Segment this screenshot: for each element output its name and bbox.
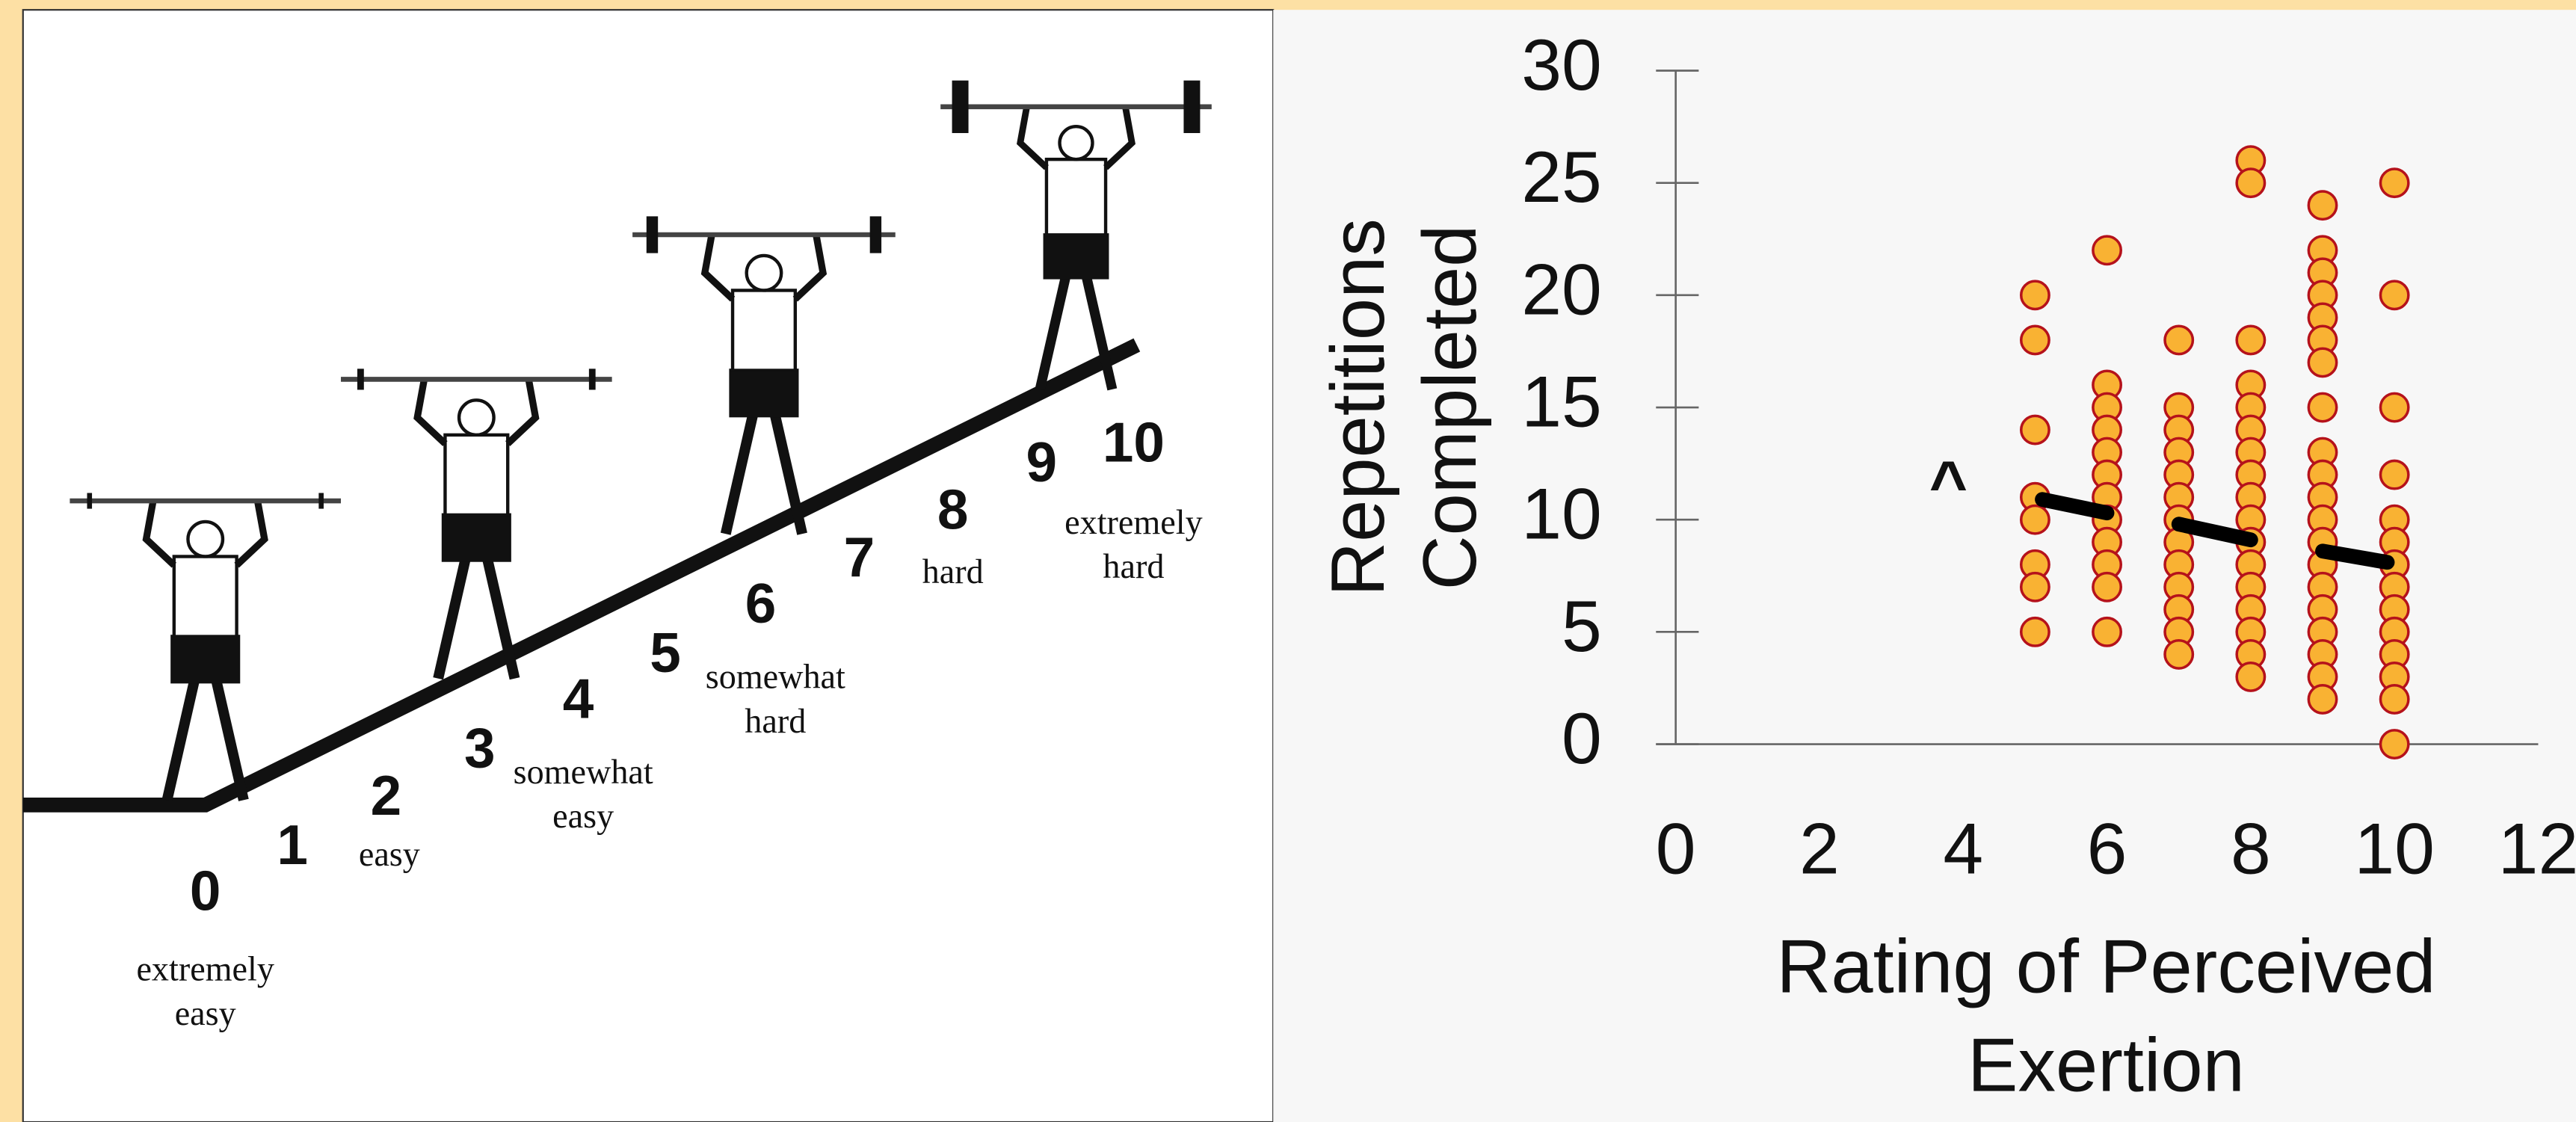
rpe-number: 7 bbox=[844, 525, 875, 588]
rpe-number: 10 bbox=[1103, 410, 1165, 473]
head bbox=[188, 522, 223, 557]
data-point bbox=[2093, 618, 2121, 646]
data-point bbox=[2165, 641, 2193, 668]
data-point bbox=[2165, 326, 2193, 354]
rpe-descriptor: extremely bbox=[136, 950, 274, 988]
rpe-descriptor: somewhat bbox=[514, 753, 653, 791]
rpe-number: 5 bbox=[650, 621, 681, 684]
x-axis-title: Rating of Perceived bbox=[1776, 925, 2435, 1009]
rpe-descriptor: easy bbox=[359, 835, 420, 873]
x-tick-label: 10 bbox=[2354, 808, 2435, 889]
data-point bbox=[2380, 685, 2408, 713]
data-point bbox=[2380, 730, 2408, 758]
x-tick-label: 6 bbox=[2087, 808, 2127, 889]
data-point bbox=[2093, 573, 2121, 601]
rpe-number: 4 bbox=[563, 667, 594, 730]
data-point bbox=[2308, 348, 2336, 376]
plate bbox=[1183, 81, 1200, 133]
data-point bbox=[2021, 326, 2049, 354]
rpe-number: 6 bbox=[745, 572, 777, 635]
plate bbox=[589, 369, 596, 389]
data-point bbox=[2380, 169, 2408, 197]
y-tick-label: 5 bbox=[1562, 586, 1602, 667]
y-axis-title: Completed bbox=[1408, 225, 1492, 591]
y-tick-label: 20 bbox=[1521, 249, 1602, 330]
data-point bbox=[2237, 326, 2264, 354]
head bbox=[459, 400, 494, 435]
shorts bbox=[729, 369, 798, 417]
y-axis-title: Repetitions bbox=[1316, 218, 1400, 597]
x-tick-label: 8 bbox=[2231, 808, 2271, 889]
rpe-number: 0 bbox=[190, 859, 221, 922]
x-axis-title: Exertion bbox=[1968, 1023, 2245, 1108]
data-point bbox=[2237, 663, 2264, 691]
data-point bbox=[2237, 169, 2264, 197]
y-tick-label: 0 bbox=[1562, 698, 1602, 779]
head bbox=[1060, 126, 1093, 159]
x-tick-label: 12 bbox=[2498, 808, 2576, 889]
annotation: ^ bbox=[1929, 447, 1968, 521]
rpe-descriptor: extremely bbox=[1064, 503, 1202, 541]
plate bbox=[318, 493, 324, 508]
x-tick-label: 0 bbox=[1656, 808, 1696, 889]
data-point bbox=[2308, 685, 2336, 713]
rpe-number: 8 bbox=[937, 478, 969, 541]
torso bbox=[174, 556, 237, 636]
data-point bbox=[2308, 191, 2336, 219]
shorts bbox=[1044, 233, 1109, 280]
data-point bbox=[2380, 393, 2408, 421]
shorts bbox=[170, 635, 240, 683]
head bbox=[747, 256, 782, 291]
rpe-descriptor: hard bbox=[745, 702, 806, 740]
shorts bbox=[442, 514, 511, 562]
plate bbox=[647, 216, 658, 253]
data-point bbox=[2380, 460, 2408, 488]
x-tick-label: 2 bbox=[1799, 808, 1840, 889]
y-tick-label: 30 bbox=[1521, 25, 1602, 105]
y-tick-label: 10 bbox=[1521, 474, 1602, 555]
plate bbox=[952, 81, 969, 133]
data-point bbox=[2021, 573, 2049, 601]
page: {"rpe_scale":[ {"number":"0","descriptor… bbox=[0, 0, 2576, 1122]
slide: 0extremelyeasy12easy34somewhateasy56some… bbox=[0, 0, 2576, 1122]
torso bbox=[1047, 159, 1106, 235]
plate bbox=[87, 493, 92, 508]
rpe-descriptor: hard bbox=[922, 552, 984, 591]
y-tick-label: 25 bbox=[1521, 137, 1602, 218]
rpe-number: 3 bbox=[464, 716, 496, 779]
x-tick-label: 4 bbox=[1943, 808, 1983, 889]
rpe-descriptor: hard bbox=[1103, 547, 1164, 585]
torso bbox=[445, 435, 508, 515]
rpe-number: 1 bbox=[277, 813, 308, 876]
rpe-descriptor: somewhat bbox=[706, 657, 845, 695]
data-point bbox=[2093, 236, 2121, 264]
data-point bbox=[2021, 281, 2049, 309]
rpe-descriptor: easy bbox=[175, 994, 236, 1032]
data-point bbox=[2021, 416, 2049, 443]
rpe-number: 9 bbox=[1026, 431, 1058, 493]
data-point bbox=[2021, 618, 2049, 646]
rpe-number: 2 bbox=[371, 764, 402, 827]
y-tick-label: 15 bbox=[1521, 362, 1602, 443]
torso bbox=[733, 290, 795, 370]
plate bbox=[870, 216, 881, 253]
data-point bbox=[2380, 281, 2408, 309]
data-point bbox=[2308, 393, 2336, 421]
plate bbox=[357, 369, 364, 389]
rpe-descriptor: easy bbox=[552, 797, 614, 835]
data-point bbox=[2021, 506, 2049, 534]
